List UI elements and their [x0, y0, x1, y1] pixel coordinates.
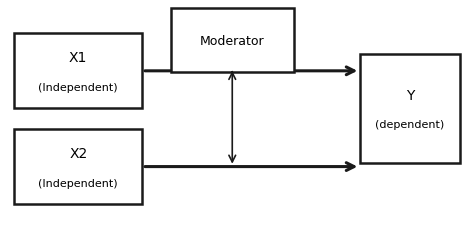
Text: Moderator: Moderator [200, 34, 264, 47]
Text: X2: X2 [69, 146, 87, 160]
Bar [171, 9, 294, 73]
Bar [360, 54, 460, 163]
Text: Y: Y [406, 88, 414, 102]
Text: (dependent): (dependent) [375, 120, 445, 130]
Text: (Independent): (Independent) [38, 178, 118, 188]
Bar [14, 34, 142, 109]
Bar [14, 129, 142, 204]
Text: (Independent): (Independent) [38, 82, 118, 92]
Text: X1: X1 [69, 51, 87, 65]
